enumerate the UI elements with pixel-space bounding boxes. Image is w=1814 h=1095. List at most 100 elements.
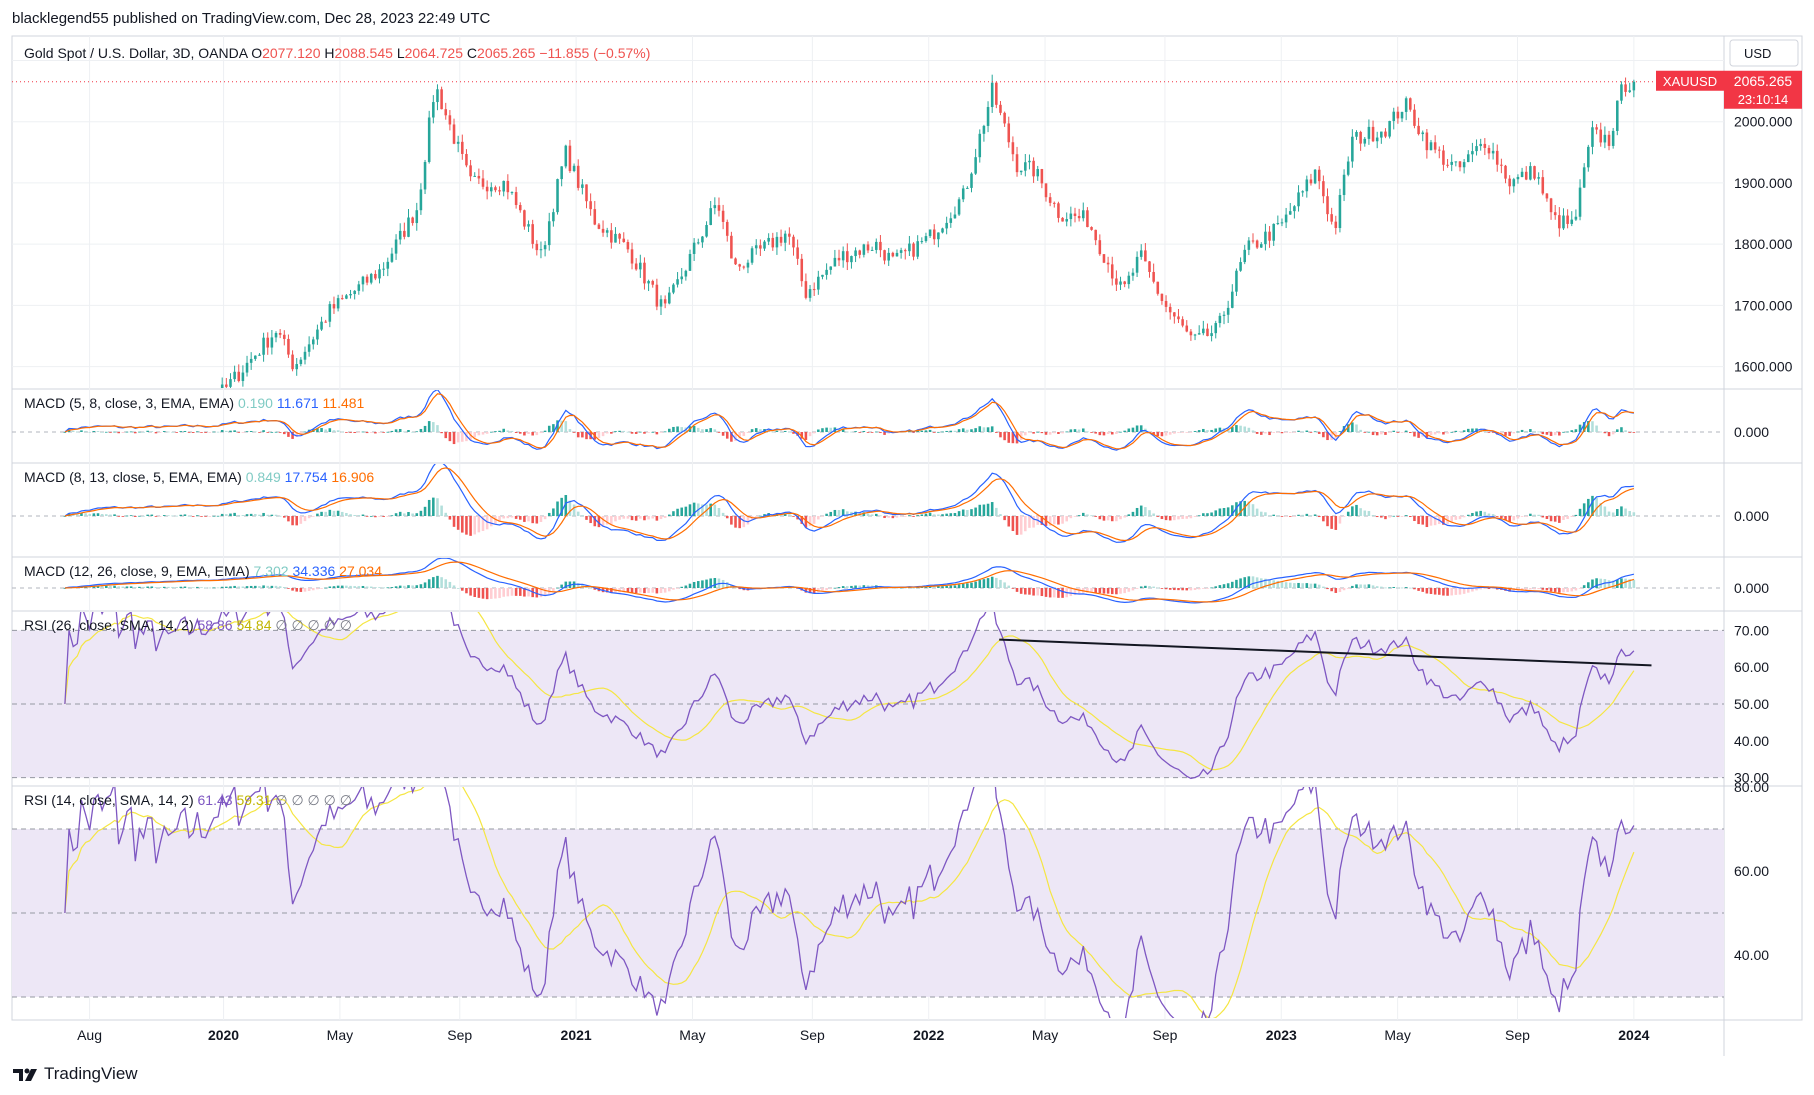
- candle-body: [514, 192, 518, 206]
- macd-histogram-bar: [692, 581, 696, 588]
- macd-histogram-bar: [626, 516, 630, 519]
- macd-histogram-bar: [1247, 501, 1251, 516]
- candle-body: [630, 249, 634, 264]
- candle-body: [1570, 219, 1574, 224]
- macd-histogram-bar: [953, 513, 957, 516]
- macd-histogram-bar: [1454, 430, 1458, 432]
- macd-histogram-bar: [403, 431, 406, 433]
- macd-histogram-bar: [1524, 588, 1528, 591]
- macd-histogram-bar: [225, 430, 228, 432]
- macd-histogram-bar: [187, 432, 191, 433]
- macd-histogram-bar: [63, 516, 67, 517]
- macd-histogram-bar: [1297, 582, 1300, 588]
- macd-histogram-bar: [618, 516, 621, 520]
- macd-histogram-bar: [817, 588, 820, 593]
- candle-body: [846, 251, 849, 263]
- publish-header: blacklegend55 published on TradingView.c…: [12, 10, 491, 27]
- macd-histogram-bar: [783, 430, 787, 432]
- macd-histogram-bar: [105, 585, 108, 588]
- candle-body: [953, 214, 957, 219]
- candle-body: [556, 179, 559, 213]
- macd-histogram-bar: [369, 515, 373, 517]
- macd-histogram-bar: [1164, 588, 1168, 590]
- macd-histogram-bar: [63, 588, 67, 589]
- macd-histogram-bar: [419, 510, 423, 516]
- macd-histogram-bar: [1239, 578, 1242, 588]
- macd-histogram-bar: [966, 429, 969, 432]
- macd-histogram-bar: [1512, 588, 1516, 592]
- macd-histogram-bar: [1222, 508, 1226, 516]
- candle-body: [307, 344, 311, 352]
- macd-histogram-bar: [647, 432, 650, 433]
- macd-histogram-bar: [1591, 421, 1594, 432]
- macd-histogram-bar: [1123, 516, 1126, 518]
- candle-body: [779, 236, 783, 243]
- candle-body: [552, 212, 555, 222]
- macd-histogram-bar: [1384, 432, 1387, 435]
- macd-histogram-bar: [1202, 428, 1205, 432]
- macd-histogram-bar: [1048, 588, 1052, 598]
- macd-histogram-bar: [171, 586, 174, 588]
- macd-histogram-bar: [1326, 432, 1329, 441]
- time-axis-tick-label: May: [1032, 1027, 1058, 1043]
- macd-histogram-bar: [283, 587, 286, 588]
- macd-histogram-bar: [1442, 516, 1445, 525]
- time-axis-tick-label: Sep: [1505, 1027, 1530, 1043]
- macd-histogram-bar: [1003, 582, 1006, 588]
- macd-signal-line: [64, 561, 1635, 603]
- candle-body: [266, 337, 270, 348]
- macd-histogram-bar: [208, 516, 212, 517]
- macd-histogram-bar: [1363, 432, 1367, 433]
- candle-body: [957, 199, 961, 215]
- macd-histogram-bar: [1226, 507, 1230, 516]
- candle-body: [138, 439, 141, 452]
- macd-histogram-bar: [1243, 426, 1246, 432]
- candle-body: [1106, 262, 1110, 265]
- macd-histogram-bar: [792, 587, 795, 589]
- macd-histogram-bar: [995, 577, 998, 588]
- macd-histogram-bar: [485, 432, 489, 434]
- macd-histogram-bar: [1450, 588, 1453, 596]
- candle-body: [829, 266, 833, 270]
- macd-histogram-bar: [821, 428, 824, 432]
- candle-body: [220, 384, 224, 388]
- candle-body: [490, 187, 493, 192]
- candle-body: [1591, 127, 1594, 147]
- macd-histogram-bar: [1529, 588, 1532, 590]
- candle-body: [986, 107, 990, 126]
- tradingview-brand[interactable]: TradingView: [12, 1064, 138, 1084]
- macd-histogram-bar: [105, 514, 108, 516]
- macd-histogram-bar: [937, 514, 940, 516]
- macd-histogram-bar: [1218, 508, 1222, 516]
- macd-histogram-bar: [990, 426, 994, 432]
- candle-body: [808, 289, 812, 298]
- macd-signal-line: [64, 467, 1635, 542]
- rsi-axis-label: 70.00: [1734, 622, 1769, 638]
- macd-histogram-bar: [552, 588, 555, 592]
- macd-histogram-bar: [928, 429, 932, 432]
- macd-histogram-bar: [676, 426, 679, 432]
- candle-body: [730, 235, 733, 259]
- macd-histogram-bar: [1570, 430, 1574, 432]
- macd-histogram-bar: [191, 516, 195, 517]
- candle-body: [1284, 214, 1288, 223]
- candle-body: [1562, 215, 1565, 229]
- candle-body: [862, 244, 866, 255]
- macd-histogram-bar: [572, 504, 576, 516]
- price-axis-label: 1700.000: [1734, 297, 1793, 313]
- candle-body: [800, 258, 804, 282]
- candle-body: [1607, 134, 1611, 146]
- macd-histogram-bar: [1156, 516, 1160, 517]
- macd-histogram-bar: [837, 587, 841, 588]
- macd-histogram-bar: [96, 513, 100, 516]
- macd-histogram-bar: [581, 515, 584, 516]
- macd-histogram-bar: [229, 586, 232, 588]
- macd-histogram-bar: [477, 516, 481, 533]
- macd-histogram-bar: [663, 516, 667, 518]
- macd-histogram-bar: [949, 430, 953, 432]
- macd-histogram-bar: [303, 516, 307, 522]
- macd-histogram-bar: [461, 588, 464, 591]
- candle-body: [626, 242, 630, 250]
- candle-body: [990, 82, 994, 108]
